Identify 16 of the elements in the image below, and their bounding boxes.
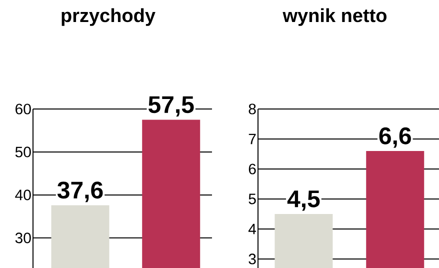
chart-title: przychody — [62, 8, 156, 26]
data-label: 37,6 — [57, 182, 103, 202]
y-tick-label: 40 — [15, 190, 31, 200]
y-tick-label: 50 — [15, 146, 31, 158]
y-tick-label: 60 — [16, 104, 31, 114]
chart-title: wynik netto — [282, 8, 386, 26]
y-tick-label: 3 — [248, 254, 256, 264]
data-label: 6,6 — [379, 127, 411, 148]
data-label: 57,5 — [148, 96, 194, 117]
y-tick-label: 7 — [248, 134, 256, 144]
y-tick-label: 30 — [15, 232, 31, 244]
y-tick-label: 4 — [248, 224, 256, 234]
y-tick-label: 6 — [248, 164, 256, 174]
y-tick-label: 5 — [248, 194, 256, 204]
y-tick-label: 8 — [248, 104, 256, 114]
data-label: 4,5 — [287, 190, 320, 211]
